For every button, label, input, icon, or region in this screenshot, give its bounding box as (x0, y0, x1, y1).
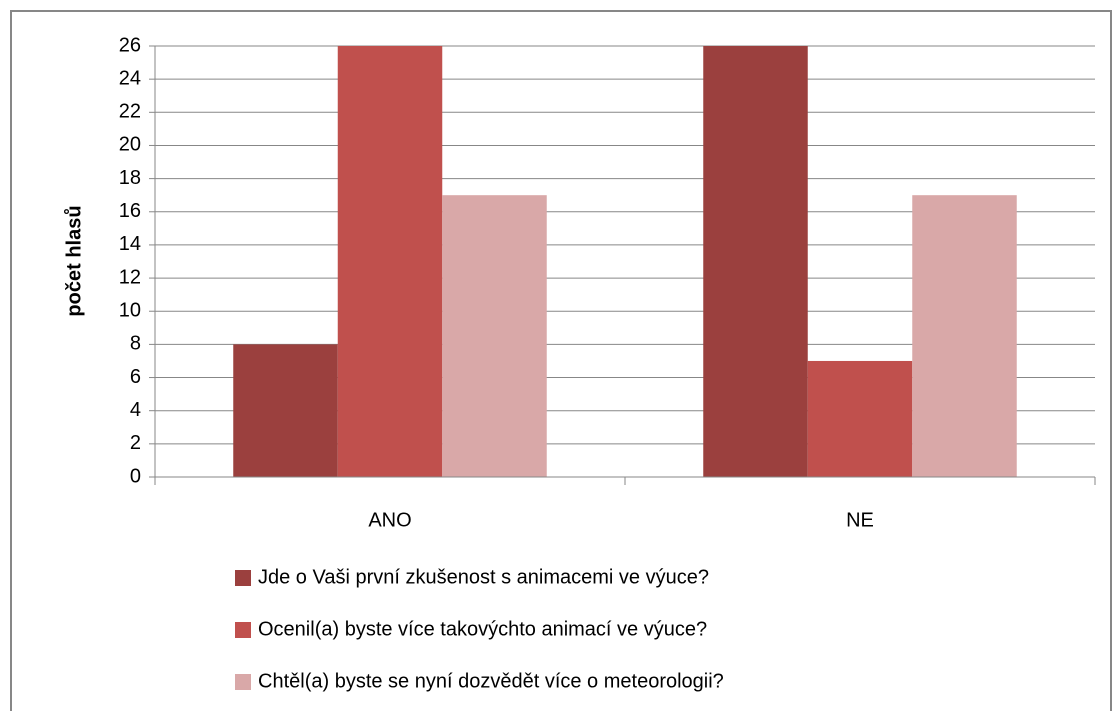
y-tick-label: 2 (130, 432, 141, 454)
legend-label: Chtěl(a) byste se nyní dozvědět více o m… (258, 670, 724, 692)
legend-swatch (235, 622, 251, 638)
bar (233, 344, 338, 477)
y-tick-label: 0 (130, 465, 141, 487)
legend-swatch (235, 570, 251, 586)
y-tick-label: 20 (119, 134, 141, 156)
bar (912, 195, 1017, 477)
legend-swatch (235, 674, 251, 690)
y-tick-label: 12 (119, 266, 141, 288)
bar (337, 46, 443, 477)
y-tick-label: 6 (130, 366, 141, 388)
y-tick-label: 26 (119, 34, 141, 56)
bar (807, 360, 913, 477)
bar (703, 46, 808, 477)
legend-label: Ocenil(a) byste více takovýchto animací … (258, 618, 707, 640)
y-tick-label: 22 (119, 101, 141, 123)
y-tick-label: 24 (119, 67, 141, 89)
bar (442, 195, 547, 477)
y-axis-title: počet hlasů (63, 205, 85, 316)
y-tick-label: 14 (119, 233, 141, 255)
y-tick-label: 16 (119, 200, 141, 222)
legend-label: Jde o Vaši první zkušenost s animacemi v… (258, 566, 709, 588)
y-tick-label: 18 (119, 167, 141, 189)
y-tick-label: 8 (130, 333, 141, 355)
x-tick-label: NE (846, 509, 874, 531)
x-tick-label: ANO (368, 509, 411, 531)
y-tick-label: 4 (130, 399, 141, 421)
y-tick-label: 10 (119, 300, 141, 322)
